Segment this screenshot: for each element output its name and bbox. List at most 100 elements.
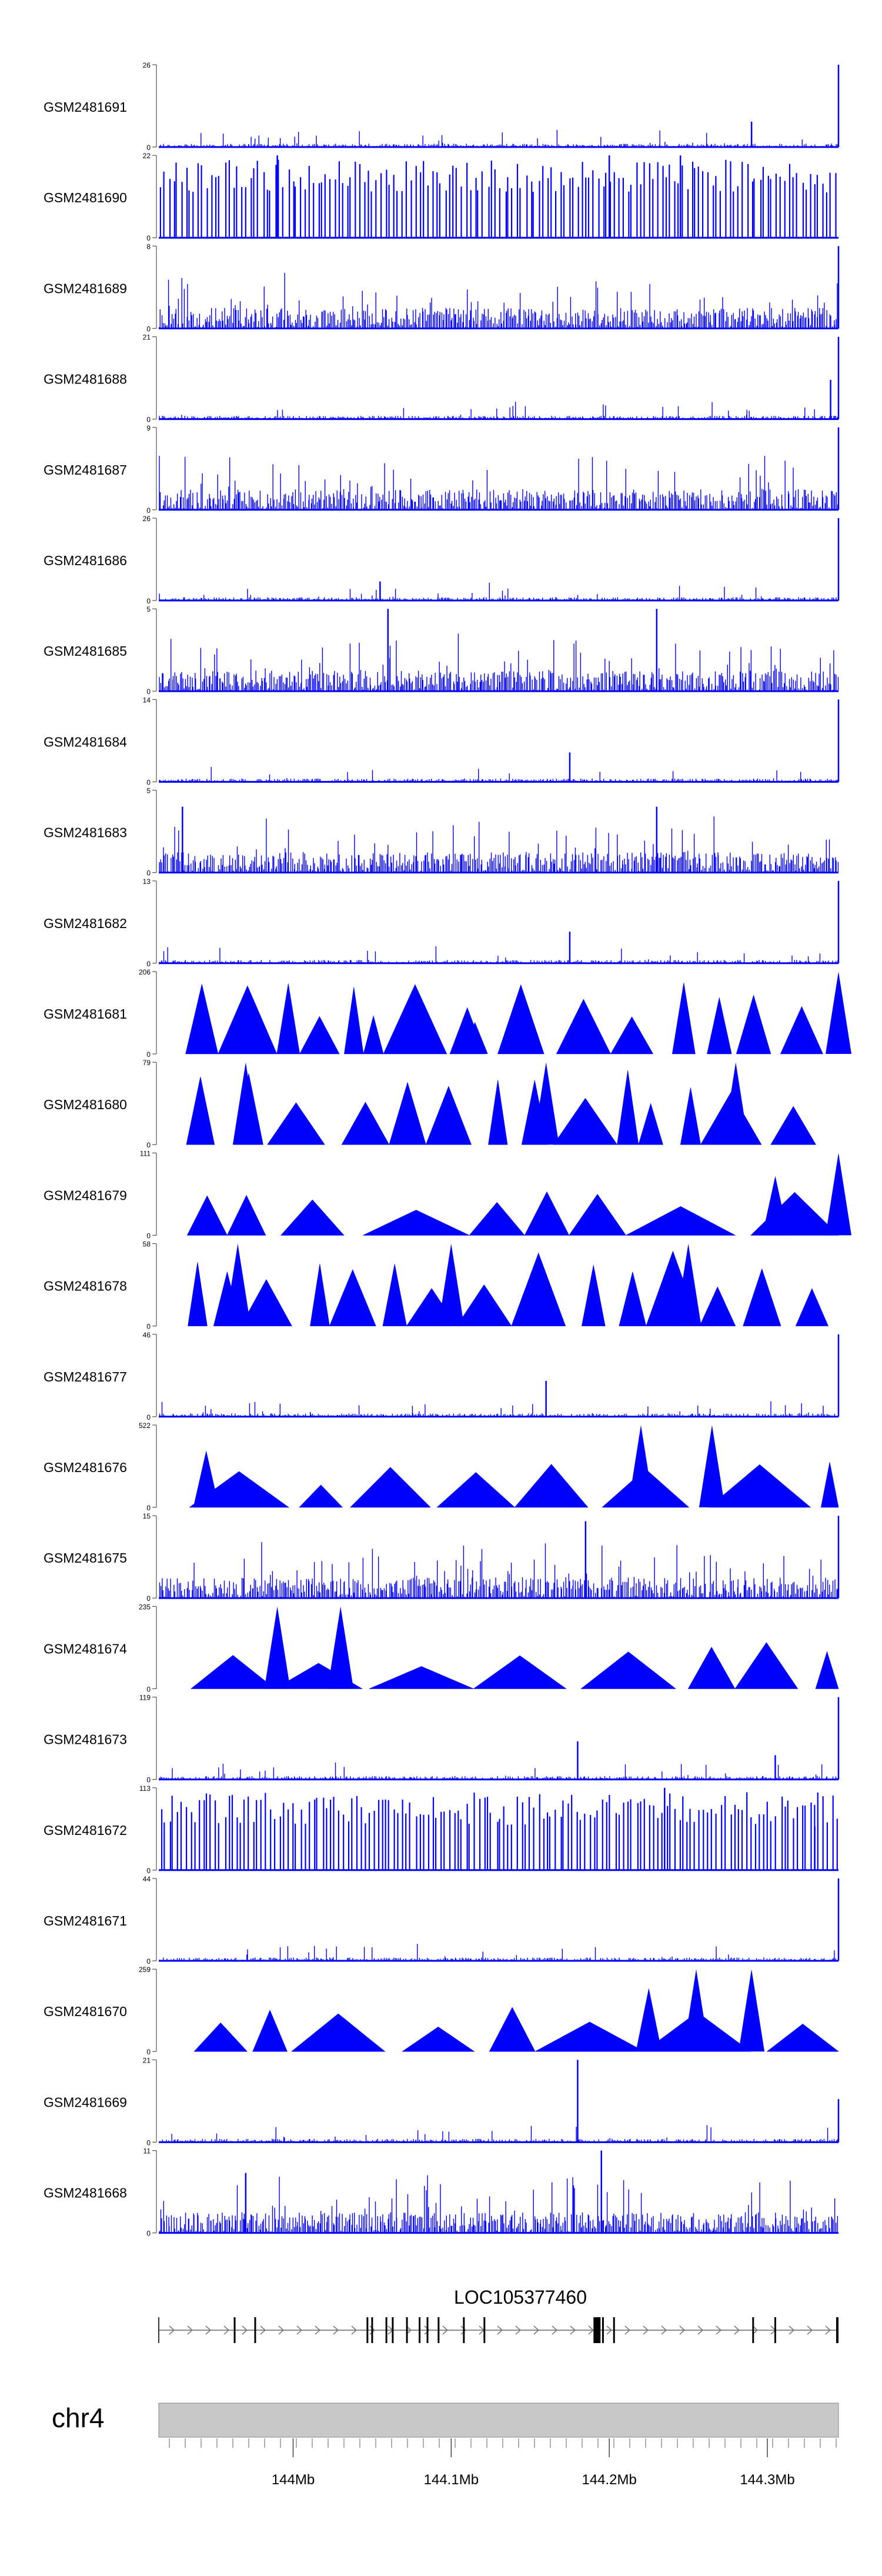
gene-exon [406, 2317, 408, 2343]
strand-arrow [315, 2325, 321, 2335]
gene-exon [463, 2317, 465, 2343]
y-min-label: 0 [146, 234, 151, 242]
strand-arrow [442, 2325, 449, 2335]
y-max-label: 79 [143, 1059, 151, 1067]
track-GSM2481676: GSM2481676 522 0 [44, 1422, 839, 1512]
chromosome-label: chr4 [52, 2403, 104, 2433]
coverage-bars [159, 633, 839, 692]
gene-exon [593, 2317, 601, 2343]
tick-label: 144.2Mb [582, 2472, 636, 2488]
coverage-peak [438, 1243, 465, 1326]
track-GSM2481690: GSM2481690 22 0 [44, 152, 838, 242]
strand-arrow [497, 2325, 503, 2335]
track-label: GSM2481684 [44, 734, 127, 749]
y-min-label: 0 [146, 597, 151, 605]
coverage-bars [161, 1792, 838, 1870]
y-max-label: 15 [143, 1512, 151, 1520]
strand-arrow [278, 2325, 285, 2335]
strand-arrow [351, 2325, 358, 2335]
coverage-bars [159, 1762, 838, 1780]
y-min-label: 0 [146, 1867, 151, 1875]
coverage-area [189, 1461, 839, 1508]
track-GSM2481677: GSM2481677 46 0 [44, 1331, 840, 1422]
track-label: GSM2481676 [44, 1460, 127, 1475]
strand-arrow [552, 2325, 558, 2335]
track-label: GSM2481683 [44, 825, 127, 840]
coverage-peak [225, 1243, 251, 1326]
track-GSM2481682: GSM2481682 13 0 [44, 877, 840, 968]
y-max-label: 26 [143, 61, 151, 69]
y-max-label: 5 [146, 787, 151, 795]
track-GSM2481679: GSM2481679 111 0 [44, 1149, 851, 1240]
coverage-peak [762, 1176, 789, 1236]
y-min-label: 0 [146, 416, 151, 424]
y-max-label: 58 [143, 1240, 151, 1249]
track-label: GSM2481685 [44, 643, 127, 659]
coverage-peak [328, 1606, 354, 1689]
strand-arrow [533, 2325, 540, 2335]
y-max-label: 13 [143, 877, 151, 886]
track-label: GSM2481670 [44, 2004, 127, 2019]
track-label: GSM2481681 [44, 1006, 127, 1022]
strand-arrow [643, 2325, 649, 2335]
strand-arrow [661, 2325, 667, 2335]
track-label: GSM2481668 [44, 2185, 127, 2201]
gene-track: LOC105377460 [158, 2287, 838, 2343]
coverage-bars [159, 766, 838, 782]
track-GSM2481668: GSM2481668 11 0 [44, 2147, 838, 2238]
strand-arrow [242, 2325, 248, 2335]
track-GSM2481691: GSM2481691 26 0 [44, 61, 840, 152]
y-min-label: 0 [146, 1050, 151, 1059]
y-min-label: 0 [146, 2138, 151, 2147]
track-GSM2481675: GSM2481675 15 0 [44, 1512, 840, 1603]
strand-arrow [169, 2325, 175, 2335]
strand-arrow [697, 2325, 704, 2335]
coverage-peak [826, 1153, 851, 1236]
track-label: GSM2481675 [44, 1550, 127, 1566]
coverage-bars [159, 129, 838, 147]
track-label: GSM2481672 [44, 1823, 127, 1838]
coverage-bars [159, 1944, 838, 1961]
coverage-peak [739, 1969, 765, 2052]
y-min-label: 0 [146, 2048, 151, 2056]
y-min-label: 0 [146, 1594, 151, 1603]
track-label: GSM2481679 [44, 1187, 127, 1203]
y-max-label: 206 [139, 968, 151, 976]
chromosome-band [158, 2403, 839, 2438]
coverage-peak [193, 1450, 219, 1507]
y-min-label: 0 [146, 506, 151, 515]
strand-arrow [205, 2325, 212, 2335]
strand-arrow [333, 2325, 339, 2335]
track-label: GSM2481686 [44, 553, 127, 568]
y-max-label: 21 [143, 2056, 151, 2064]
strand-arrow [187, 2325, 193, 2335]
track-label: GSM2481689 [44, 281, 127, 296]
track-GSM2481685: GSM2481685 5 0 [44, 605, 839, 696]
y-max-label: 11 [143, 2147, 151, 2155]
track-GSM2481686: GSM2481686 26 0 [44, 515, 840, 605]
gene-exon [371, 2317, 373, 2343]
coverage-area [186, 1070, 817, 1145]
gene-exon [254, 2317, 256, 2343]
y-min-label: 0 [146, 1323, 151, 1331]
track-label: GSM2481673 [44, 1732, 127, 1747]
y-min-label: 0 [146, 325, 151, 333]
y-min-label: 0 [146, 1141, 151, 1149]
strand-arrow [570, 2325, 576, 2335]
coverage-tracks: GSM2481691260GSM2481690220GSM248168980GS… [44, 61, 851, 2238]
chromosome-axis: chr4 144Mb 144.1Mb 144.2Mb 144.3Mb [52, 2403, 839, 2488]
strand-arrow [807, 2325, 813, 2335]
track-label: GSM2481688 [44, 372, 127, 387]
y-max-label: 21 [143, 333, 151, 342]
strand-arrow [406, 2325, 412, 2335]
track-GSM2481689: GSM2481689 8 0 [44, 242, 840, 333]
track-label: GSM2481677 [44, 1369, 127, 1384]
track-label: GSM2481674 [44, 1641, 127, 1656]
track-label: GSM2481691 [44, 99, 127, 115]
gene-exon [392, 2317, 394, 2343]
coverage-peak [533, 1062, 559, 1145]
coverage-bars [159, 1401, 838, 1417]
coverage-bars [159, 582, 838, 600]
y-max-label: 111 [140, 1149, 151, 1157]
